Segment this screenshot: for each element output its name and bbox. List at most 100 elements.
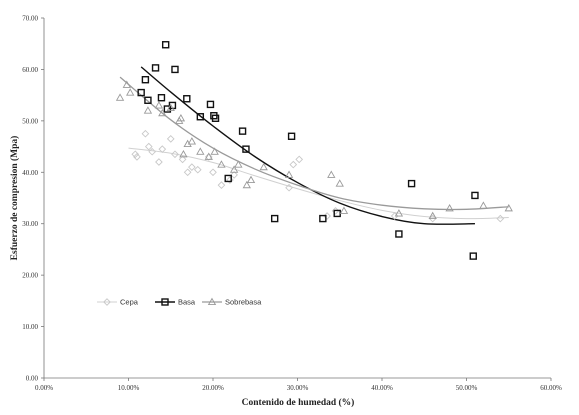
- point-sobrebasa: [210, 147, 219, 155]
- y-tick-label: 60.00: [22, 66, 38, 74]
- point-sobrebasa: [196, 147, 205, 155]
- point-basa: [224, 174, 232, 183]
- legend-marker-cepa: [103, 298, 111, 306]
- x-tick-label: 0.00%: [35, 384, 53, 392]
- point-cepa: [148, 147, 156, 156]
- trend-lines: [119, 66, 509, 225]
- point-cepa: [285, 183, 293, 192]
- point-cepa: [171, 150, 179, 159]
- point-cepa: [289, 160, 298, 169]
- point-basa: [171, 65, 179, 74]
- y-axis-title: Esfuerzo de compresion (Mpa): [9, 136, 20, 261]
- point-sobrebasa: [394, 209, 404, 217]
- trend-line-sobrebasa: [119, 76, 509, 211]
- point-basa: [211, 114, 220, 122]
- x-tick-label: 50.00%: [456, 384, 478, 392]
- point-sobrebasa: [217, 160, 226, 168]
- y-tick-label: 20.00: [22, 272, 38, 280]
- point-basa: [319, 214, 327, 223]
- legend-marker-sobrebasa: [207, 297, 217, 306]
- point-sobrebasa: [126, 88, 135, 96]
- point-cepa: [133, 153, 141, 161]
- point-basa: [183, 95, 191, 103]
- point-cepa: [230, 171, 238, 179]
- point-cepa: [183, 168, 192, 177]
- point-sobrebasa: [166, 103, 175, 112]
- point-basa: [395, 230, 403, 238]
- point-basa: [157, 94, 166, 102]
- point-cepa: [166, 135, 175, 143]
- point-basa: [137, 88, 145, 97]
- axes: 0.00 10.00 20.00 30.00 40.00 50.00 60.00 70.00 0…: [22, 15, 562, 393]
- y-tick-label: 30.00: [22, 220, 38, 228]
- point-basa: [242, 145, 250, 153]
- point-sobrebasa: [143, 106, 153, 114]
- point-basa: [287, 132, 296, 140]
- x-tick-label: 30.00%: [287, 384, 309, 392]
- point-cepa: [178, 155, 187, 164]
- point-cepa: [390, 212, 399, 220]
- point-sobrebasa: [187, 137, 197, 145]
- legend: Cepa Basa Sobrebasa: [97, 298, 262, 307]
- trend-line-cepa: [128, 147, 509, 220]
- point-sobrebasa: [246, 175, 256, 184]
- x-axis-title: Contenido de humedad (%): [242, 397, 355, 408]
- point-sobrebasa: [445, 203, 454, 212]
- data-points: [115, 41, 513, 260]
- point-basa: [151, 64, 160, 72]
- point-sobrebasa: [204, 152, 213, 160]
- point-basa: [206, 100, 215, 109]
- legend-label-basa: Basa: [178, 298, 196, 307]
- point-basa: [141, 76, 150, 84]
- x-tick-label: 20.00%: [202, 384, 224, 392]
- point-basa: [196, 113, 205, 121]
- point-cepa: [193, 165, 202, 174]
- point-basa: [161, 41, 170, 49]
- point-cepa: [188, 163, 196, 171]
- point-sobrebasa: [259, 162, 268, 171]
- point-basa: [144, 96, 152, 104]
- point-cepa: [428, 214, 437, 223]
- point-sobrebasa: [242, 180, 251, 189]
- point-cepa: [155, 158, 163, 166]
- trend-line-basa: [140, 66, 475, 225]
- point-sobrebasa: [335, 179, 344, 187]
- point-cepa: [131, 150, 140, 159]
- legend-marker-basa: [161, 298, 169, 306]
- point-sobrebasa: [339, 206, 349, 214]
- x-tick-label: 40.00%: [371, 384, 393, 392]
- point-cepa: [144, 142, 153, 151]
- legend-label-cepa: Cepa: [120, 298, 139, 307]
- x-tick-label: 60.00%: [540, 384, 562, 392]
- point-cepa: [158, 145, 167, 153]
- point-basa: [407, 179, 416, 188]
- point-sobrebasa: [428, 211, 437, 220]
- point-sobrebasa: [158, 108, 167, 117]
- point-cepa: [141, 129, 150, 138]
- point-sobrebasa: [179, 149, 188, 158]
- legend-label-sobrebasa: Sobrebasa: [225, 298, 262, 307]
- point-cepa: [226, 176, 234, 184]
- y-tick-label: 10.00: [22, 323, 38, 331]
- point-basa: [270, 214, 279, 223]
- point-cepa: [217, 181, 226, 189]
- x-tick-label: 10.00%: [118, 384, 140, 392]
- point-sobrebasa: [176, 113, 186, 122]
- point-sobrebasa: [229, 165, 239, 173]
- point-sobrebasa: [479, 201, 488, 209]
- point-sobrebasa: [327, 170, 336, 178]
- y-tick-label: 0.00: [26, 375, 39, 383]
- point-sobrebasa: [115, 93, 125, 101]
- y-tick-label: 70.00: [22, 15, 38, 23]
- point-sobrebasa: [154, 101, 164, 109]
- point-basa: [469, 252, 477, 260]
- point-cepa: [496, 214, 505, 223]
- point-sobrebasa: [234, 160, 243, 168]
- point-cepa: [204, 153, 213, 161]
- y-tick-label: 50.00: [22, 117, 38, 125]
- point-sobrebasa: [284, 170, 294, 178]
- y-tick-label: 40.00: [22, 169, 38, 177]
- point-cepa: [209, 168, 217, 177]
